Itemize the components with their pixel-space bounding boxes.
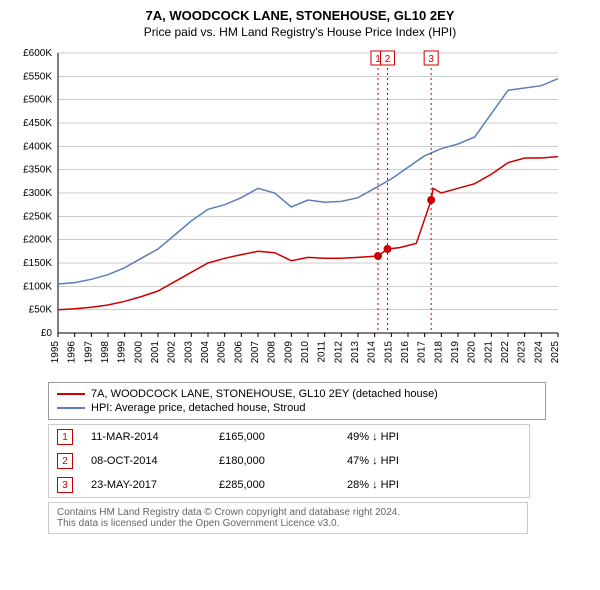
legend: 7A, WOODCOCK LANE, STONEHOUSE, GL10 2EY … xyxy=(48,382,546,420)
legend-item-property: 7A, WOODCOCK LANE, STONEHOUSE, GL10 2EY … xyxy=(57,387,537,401)
attribution: Contains HM Land Registry data © Crown c… xyxy=(48,502,528,534)
svg-text:2019: 2019 xyxy=(450,341,461,364)
svg-text:2014: 2014 xyxy=(367,341,378,364)
event-date: 11-MAR-2014 xyxy=(91,431,201,443)
event-delta: 28% ↓ HPI xyxy=(347,479,399,491)
svg-text:2018: 2018 xyxy=(433,341,444,364)
svg-text:2008: 2008 xyxy=(267,341,278,364)
svg-text:2003: 2003 xyxy=(183,341,194,364)
svg-text:2021: 2021 xyxy=(483,341,494,364)
event-row-1: 1 11-MAR-2014 £165,000 49% ↓ HPI xyxy=(49,425,529,449)
chart-title-block: 7A, WOODCOCK LANE, STONEHOUSE, GL10 2EY … xyxy=(8,8,592,39)
svg-text:2004: 2004 xyxy=(200,341,211,364)
event-date: 23-MAY-2017 xyxy=(91,479,201,491)
svg-text:£250K: £250K xyxy=(23,211,52,222)
svg-text:2005: 2005 xyxy=(217,341,228,364)
svg-text:£400K: £400K xyxy=(23,141,52,152)
svg-text:1995: 1995 xyxy=(50,341,61,364)
svg-text:£350K: £350K xyxy=(23,165,52,176)
svg-text:2006: 2006 xyxy=(233,341,244,364)
event-badge: 1 xyxy=(57,429,73,445)
svg-text:2024: 2024 xyxy=(533,341,544,364)
event-date: 08-OCT-2014 xyxy=(91,455,201,467)
event-delta: 47% ↓ HPI xyxy=(347,455,399,467)
svg-text:£500K: £500K xyxy=(23,95,52,106)
svg-text:2007: 2007 xyxy=(250,341,261,364)
attribution-line1: Contains HM Land Registry data © Crown c… xyxy=(57,507,519,518)
svg-text:1999: 1999 xyxy=(117,341,128,364)
svg-text:£450K: £450K xyxy=(23,118,52,129)
attribution-line2: This data is licensed under the Open Gov… xyxy=(57,518,519,529)
svg-text:£550K: £550K xyxy=(23,71,52,82)
event-price: £165,000 xyxy=(219,431,329,443)
svg-text:1998: 1998 xyxy=(100,341,111,364)
legend-item-hpi: HPI: Average price, detached house, Stro… xyxy=(57,401,537,415)
svg-text:2025: 2025 xyxy=(550,341,561,364)
legend-swatch-property xyxy=(57,393,85,395)
event-delta: 49% ↓ HPI xyxy=(347,431,399,443)
svg-text:2000: 2000 xyxy=(133,341,144,364)
events-table: 1 11-MAR-2014 £165,000 49% ↓ HPI 2 08-OC… xyxy=(48,424,530,498)
legend-label: HPI: Average price, detached house, Stro… xyxy=(91,402,305,414)
svg-text:2011: 2011 xyxy=(317,341,328,363)
svg-text:1997: 1997 xyxy=(83,341,94,364)
svg-text:2022: 2022 xyxy=(500,341,511,364)
svg-text:2020: 2020 xyxy=(467,341,478,364)
svg-text:2012: 2012 xyxy=(333,341,344,364)
event-row-3: 3 23-MAY-2017 £285,000 28% ↓ HPI xyxy=(49,473,529,497)
svg-text:2023: 2023 xyxy=(517,341,528,364)
legend-swatch-hpi xyxy=(57,407,85,409)
event-badge: 2 xyxy=(57,453,73,469)
title-sub: Price paid vs. HM Land Registry's House … xyxy=(8,25,592,39)
event-row-2: 2 08-OCT-2014 £180,000 47% ↓ HPI xyxy=(49,449,529,473)
event-badge: 3 xyxy=(57,477,73,493)
svg-text:2016: 2016 xyxy=(400,341,411,364)
svg-text:1996: 1996 xyxy=(67,341,78,364)
svg-text:£50K: £50K xyxy=(29,305,53,316)
svg-text:2002: 2002 xyxy=(167,341,178,364)
svg-text:£200K: £200K xyxy=(23,235,52,246)
svg-text:£600K: £600K xyxy=(23,48,52,59)
svg-text:3: 3 xyxy=(428,54,434,65)
svg-text:£150K: £150K xyxy=(23,258,52,269)
event-price: £180,000 xyxy=(219,455,329,467)
svg-text:2: 2 xyxy=(385,54,391,65)
svg-text:2009: 2009 xyxy=(283,341,294,364)
svg-text:2010: 2010 xyxy=(300,341,311,364)
svg-text:£0: £0 xyxy=(41,328,53,339)
svg-text:£300K: £300K xyxy=(23,188,52,199)
title-main: 7A, WOODCOCK LANE, STONEHOUSE, GL10 2EY xyxy=(8,8,592,23)
svg-text:2015: 2015 xyxy=(383,341,394,364)
svg-text:2001: 2001 xyxy=(150,341,161,364)
chart-container: £0 £50K £100K £150K £200K £250K £300K £350K £400… xyxy=(8,43,592,376)
legend-label: 7A, WOODCOCK LANE, STONEHOUSE, GL10 2EY … xyxy=(91,388,438,400)
svg-text:2017: 2017 xyxy=(417,341,428,364)
event-price: £285,000 xyxy=(219,479,329,491)
svg-text:£100K: £100K xyxy=(23,281,52,292)
price-chart: £0 £50K £100K £150K £200K £250K £300K £350K £400… xyxy=(8,43,568,373)
svg-text:2013: 2013 xyxy=(350,341,361,364)
